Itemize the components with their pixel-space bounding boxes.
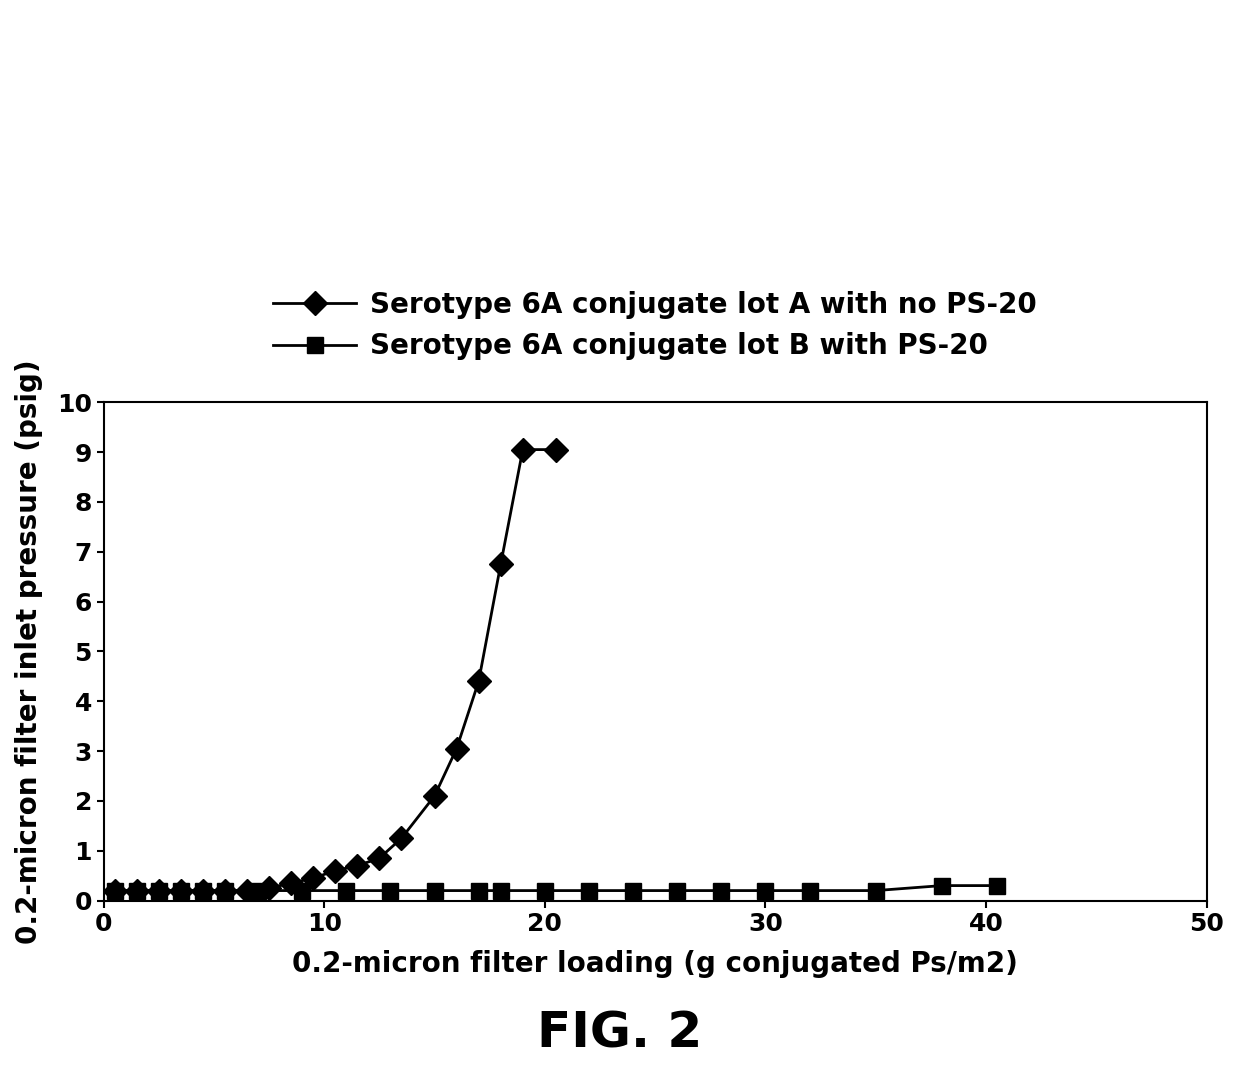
- Serotype 6A conjugate lot A with no PS-20: [515, 443, 530, 456]
- Serotype 6A conjugate lot B with PS-20: [934, 879, 949, 892]
- Serotype 6A conjugate lot B with PS-20: [758, 884, 773, 897]
- Serotype 6A conjugate lot A with no PS-20: [261, 882, 276, 895]
- Serotype 6A conjugate lot B with PS-20: [173, 884, 188, 897]
- Text: FIG. 2: FIG. 2: [536, 1009, 703, 1057]
- Serotype 6A conjugate lot A with no PS-20: [129, 884, 144, 897]
- Serotype 6A conjugate lot A with no PS-20: [372, 852, 387, 865]
- Serotype 6A conjugate lot B with PS-20: [383, 884, 398, 897]
- Serotype 6A conjugate lot B with PS-20: [339, 884, 354, 897]
- Serotype 6A conjugate lot A with no PS-20: [427, 789, 442, 802]
- Serotype 6A conjugate lot B with PS-20: [714, 884, 729, 897]
- Serotype 6A conjugate lot B with PS-20: [427, 884, 442, 897]
- Serotype 6A conjugate lot A with no PS-20: [239, 884, 254, 897]
- Serotype 6A conjugate lot B with PS-20: [129, 884, 144, 897]
- Serotype 6A conjugate lot B with PS-20: [802, 884, 817, 897]
- Serotype 6A conjugate lot A with no PS-20: [196, 884, 211, 897]
- Serotype 6A conjugate lot A with no PS-20: [151, 884, 166, 897]
- Serotype 6A conjugate lot A with no PS-20: [450, 742, 465, 755]
- Y-axis label: 0.2-micron filter inlet pressure (psig): 0.2-micron filter inlet pressure (psig): [15, 359, 43, 944]
- Serotype 6A conjugate lot A with no PS-20: [108, 884, 123, 897]
- Serotype 6A conjugate lot A with no PS-20: [471, 675, 486, 688]
- X-axis label: 0.2-micron filter loading (g conjugated Ps/m2): 0.2-micron filter loading (g conjugated …: [292, 951, 1018, 978]
- Serotype 6A conjugate lot B with PS-20: [151, 884, 166, 897]
- Serotype 6A conjugate lot B with PS-20: [471, 884, 486, 897]
- Serotype 6A conjugate lot B with PS-20: [538, 884, 553, 897]
- Serotype 6A conjugate lot B with PS-20: [990, 879, 1005, 892]
- Serotype 6A conjugate lot A with no PS-20: [349, 860, 364, 873]
- Serotype 6A conjugate lot B with PS-20: [196, 884, 211, 897]
- Serotype 6A conjugate lot A with no PS-20: [218, 884, 233, 897]
- Serotype 6A conjugate lot B with PS-20: [250, 884, 265, 897]
- Serotype 6A conjugate lot B with PS-20: [869, 884, 883, 897]
- Serotype 6A conjugate lot B with PS-20: [626, 884, 641, 897]
- Serotype 6A conjugate lot B with PS-20: [670, 884, 685, 897]
- Serotype 6A conjugate lot A with no PS-20: [493, 557, 508, 570]
- Serotype 6A conjugate lot A with no PS-20: [173, 884, 188, 897]
- Serotype 6A conjugate lot B with PS-20: [581, 884, 596, 897]
- Serotype 6A conjugate lot B with PS-20: [108, 884, 123, 897]
- Serotype 6A conjugate lot B with PS-20: [493, 884, 508, 897]
- Legend: Serotype 6A conjugate lot A with no PS-20, Serotype 6A conjugate lot B with PS-2: Serotype 6A conjugate lot A with no PS-2…: [259, 277, 1051, 374]
- Serotype 6A conjugate lot B with PS-20: [295, 884, 310, 897]
- Serotype 6A conjugate lot B with PS-20: [218, 884, 233, 897]
- Serotype 6A conjugate lot A with no PS-20: [328, 864, 343, 877]
- Serotype 6A conjugate lot A with no PS-20: [306, 871, 321, 884]
- Serotype 6A conjugate lot A with no PS-20: [394, 832, 409, 845]
- Serotype 6A conjugate lot A with no PS-20: [284, 877, 299, 890]
- Line: Serotype 6A conjugate lot B with PS-20: Serotype 6A conjugate lot B with PS-20: [107, 877, 1005, 899]
- Line: Serotype 6A conjugate lot A with no PS-20: Serotype 6A conjugate lot A with no PS-2…: [107, 441, 564, 899]
- Serotype 6A conjugate lot A with no PS-20: [549, 443, 564, 456]
